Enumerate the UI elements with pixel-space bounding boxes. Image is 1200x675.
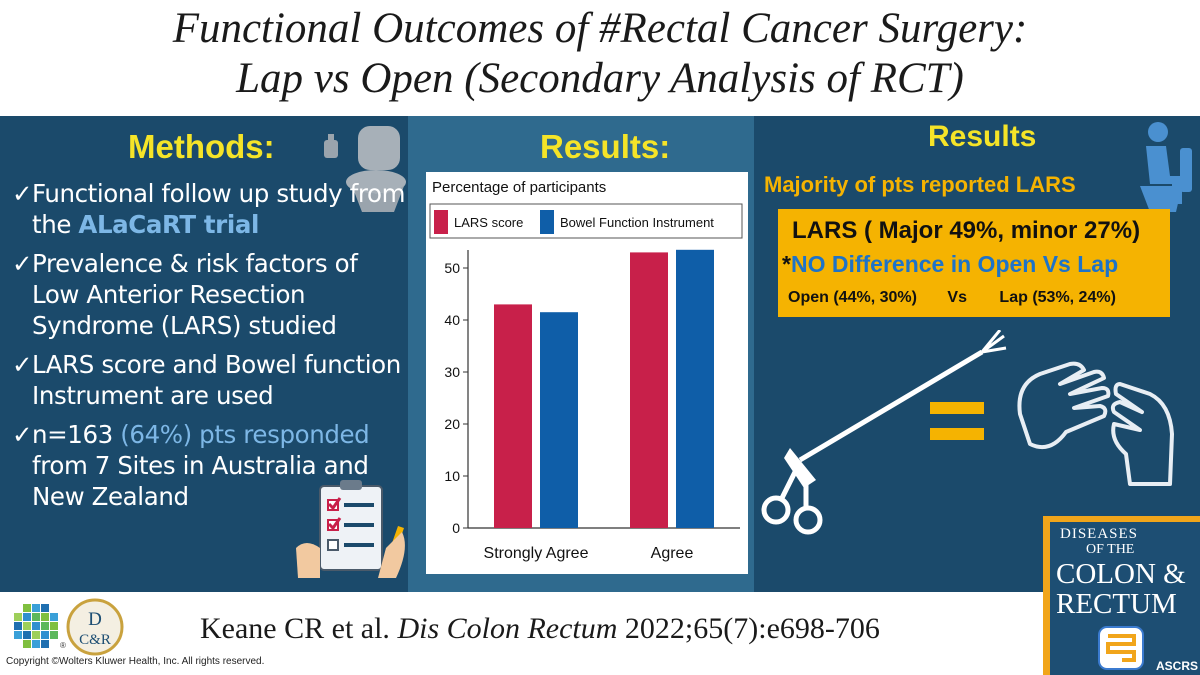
copyright: Copyright ©Wolters Kluwer Health, Inc. A… <box>6 656 264 667</box>
wolters-kluwer-logo: ® <box>10 600 72 654</box>
majority-text: Majority of pts reported LARS <box>764 172 1076 198</box>
legend-swatch <box>540 210 554 234</box>
checkmark-icon: ✓ <box>12 419 32 450</box>
bar <box>540 312 578 528</box>
y-tick-label: 30 <box>444 364 460 380</box>
methods-item: ✓ Functional follow up study from the AL… <box>12 178 407 240</box>
x-tick-label: Strongly Agree <box>484 545 589 562</box>
lap-result: Lap (53%, 24%) <box>999 289 1115 307</box>
methods-item: ✓ LARS score and Bowel function Instrume… <box>12 349 407 411</box>
title-line-2: Lap vs Open (Secondary Analysis of RCT) <box>0 54 1200 104</box>
methods-list: ✓ Functional follow up study from the AL… <box>12 178 407 520</box>
checklist-icon <box>290 478 410 584</box>
chart-title: Percentage of participants <box>432 179 606 196</box>
bar <box>494 304 532 528</box>
vs-label: Vs <box>947 289 967 307</box>
y-tick-label: 0 <box>452 520 460 536</box>
methods-heading: Methods: <box>128 128 275 166</box>
intestine-icon <box>1098 626 1144 670</box>
page-title: Functional Outcomes of #Rectal Cancer Su… <box>0 4 1200 104</box>
y-tick-label: 10 <box>444 468 460 484</box>
legend-label: LARS score <box>454 215 523 230</box>
y-tick-label: 50 <box>444 260 460 276</box>
y-tick-label: 20 <box>444 416 460 432</box>
citation: Keane CR et al. Dis Colon Rectum 2022;65… <box>200 612 880 646</box>
checkmark-icon: ✓ <box>12 248 32 279</box>
open-result: Open (44%, 30%) <box>788 289 917 307</box>
methods-item: ✓ Prevalence & risk factors of Low Anter… <box>12 248 407 341</box>
dcr-logo-top: D <box>88 609 102 630</box>
legend-label: Bowel Function Instrument <box>560 215 714 230</box>
results-chart-heading: Results: <box>540 128 670 166</box>
open-vs-lap: Open (44%, 30%) Vs Lap (53%, 24%) <box>788 289 1116 307</box>
journal-cover: DISEASES OF THE COLON & RECTUM ASCRS <box>1043 516 1200 675</box>
bar <box>676 250 714 528</box>
legend-swatch <box>434 210 448 234</box>
bar-chart: Percentage of participants LARS score Bowe… <box>426 172 748 574</box>
hands-icon <box>1010 344 1190 494</box>
dcr-logo: D C&R <box>66 598 124 656</box>
x-tick-label: Agree <box>651 545 694 562</box>
lars-prevalence: LARS ( Major 49%, minor 27%) <box>792 217 1140 245</box>
no-difference-text: *NO Difference in Open Vs Lap <box>782 251 1118 278</box>
title-line-1: Functional Outcomes of #Rectal Cancer Su… <box>0 4 1200 54</box>
chart-container: Percentage of participants LARS score Bowe… <box>426 172 748 574</box>
bar <box>630 252 668 528</box>
person-on-toilet-icon <box>1136 120 1196 216</box>
y-tick-label: 40 <box>444 312 460 328</box>
lars-summary-box: LARS ( Major 49%, minor 27%) *NO Differe… <box>778 209 1170 317</box>
equals-icon <box>930 402 984 442</box>
results-heading: Results <box>928 120 1036 154</box>
checkmark-icon: ✓ <box>12 178 32 209</box>
dcr-logo-bottom: C&R <box>79 632 111 648</box>
checkmark-icon: ✓ <box>12 349 32 380</box>
